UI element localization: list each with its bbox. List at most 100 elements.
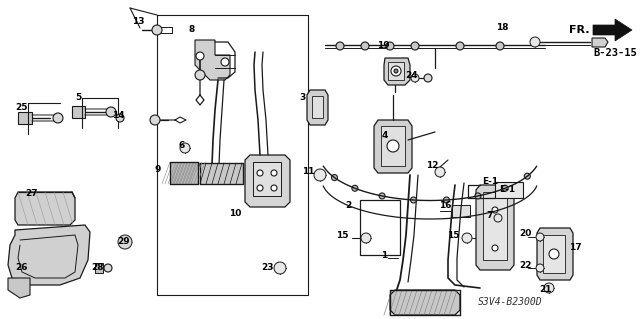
Text: 5: 5 xyxy=(75,93,81,101)
Circle shape xyxy=(332,174,337,181)
Circle shape xyxy=(352,185,358,191)
Text: 4: 4 xyxy=(382,130,388,139)
Circle shape xyxy=(536,233,544,241)
Circle shape xyxy=(118,235,132,249)
Circle shape xyxy=(257,185,263,191)
Polygon shape xyxy=(170,162,198,184)
Bar xyxy=(72,106,85,118)
Circle shape xyxy=(116,114,124,122)
Bar xyxy=(483,192,507,260)
Text: 23: 23 xyxy=(262,263,275,272)
Circle shape xyxy=(314,169,326,181)
Circle shape xyxy=(387,140,399,152)
Circle shape xyxy=(462,233,472,243)
Circle shape xyxy=(544,283,554,293)
Circle shape xyxy=(410,197,417,203)
Circle shape xyxy=(530,37,540,47)
Text: 7: 7 xyxy=(487,211,493,219)
Circle shape xyxy=(492,245,498,251)
Circle shape xyxy=(152,25,162,35)
Bar xyxy=(381,126,405,166)
Circle shape xyxy=(496,42,504,50)
Circle shape xyxy=(221,58,229,66)
Bar xyxy=(95,263,103,273)
Circle shape xyxy=(394,69,398,73)
Polygon shape xyxy=(245,155,290,207)
Text: 3: 3 xyxy=(299,93,305,101)
Circle shape xyxy=(411,42,419,50)
Text: 1: 1 xyxy=(381,250,387,259)
Bar xyxy=(360,200,400,255)
Text: 28: 28 xyxy=(91,263,103,272)
Circle shape xyxy=(549,249,559,259)
Text: 27: 27 xyxy=(26,189,38,197)
Text: 22: 22 xyxy=(519,261,531,270)
Text: 10: 10 xyxy=(229,209,241,218)
Bar xyxy=(388,62,404,80)
Text: 26: 26 xyxy=(16,263,28,272)
Text: 29: 29 xyxy=(118,238,131,247)
Circle shape xyxy=(494,214,502,222)
Circle shape xyxy=(379,193,385,199)
Text: 8: 8 xyxy=(189,26,195,34)
Circle shape xyxy=(104,264,112,272)
Polygon shape xyxy=(195,40,230,80)
Circle shape xyxy=(274,262,286,274)
Polygon shape xyxy=(200,163,243,184)
Text: 21: 21 xyxy=(539,286,551,294)
Text: 12: 12 xyxy=(426,160,438,169)
Circle shape xyxy=(391,66,401,76)
Polygon shape xyxy=(390,290,460,315)
Circle shape xyxy=(386,42,394,50)
Bar xyxy=(543,235,565,273)
Text: 15: 15 xyxy=(336,231,348,240)
Polygon shape xyxy=(8,278,30,298)
Bar xyxy=(495,182,523,198)
Bar xyxy=(452,205,470,217)
Circle shape xyxy=(524,173,531,179)
Text: 19: 19 xyxy=(377,41,389,49)
Polygon shape xyxy=(307,90,328,125)
Polygon shape xyxy=(593,19,632,41)
Circle shape xyxy=(456,42,464,50)
Circle shape xyxy=(492,207,498,213)
Polygon shape xyxy=(537,228,573,280)
Circle shape xyxy=(536,264,544,272)
Bar xyxy=(312,96,323,118)
Circle shape xyxy=(336,42,344,50)
Text: 9: 9 xyxy=(155,166,161,174)
Text: 18: 18 xyxy=(496,23,508,32)
Circle shape xyxy=(411,74,419,82)
Circle shape xyxy=(53,113,63,123)
Circle shape xyxy=(106,107,116,117)
Polygon shape xyxy=(384,58,410,85)
Text: 17: 17 xyxy=(569,243,581,253)
Bar xyxy=(253,162,281,196)
Circle shape xyxy=(361,42,369,50)
Text: 20: 20 xyxy=(519,228,531,238)
Text: 6: 6 xyxy=(179,140,185,150)
Polygon shape xyxy=(476,185,514,270)
Circle shape xyxy=(195,70,205,80)
Text: 16: 16 xyxy=(439,201,451,210)
Text: S3V4-B2300D: S3V4-B2300D xyxy=(477,297,542,307)
Circle shape xyxy=(196,52,204,60)
Circle shape xyxy=(180,143,190,153)
Text: 13: 13 xyxy=(132,18,144,26)
Polygon shape xyxy=(592,38,608,47)
Text: 11: 11 xyxy=(301,167,314,176)
Polygon shape xyxy=(15,192,75,225)
Circle shape xyxy=(424,74,432,82)
Text: FR.: FR. xyxy=(570,25,590,35)
Circle shape xyxy=(502,185,508,191)
Text: 25: 25 xyxy=(16,103,28,113)
Circle shape xyxy=(150,115,160,125)
Circle shape xyxy=(271,185,277,191)
Text: 24: 24 xyxy=(406,70,419,79)
Text: E-1: E-1 xyxy=(499,186,515,195)
Circle shape xyxy=(361,233,371,243)
Circle shape xyxy=(444,197,449,203)
Circle shape xyxy=(435,167,445,177)
Circle shape xyxy=(257,170,263,176)
Text: E-1: E-1 xyxy=(482,177,498,187)
